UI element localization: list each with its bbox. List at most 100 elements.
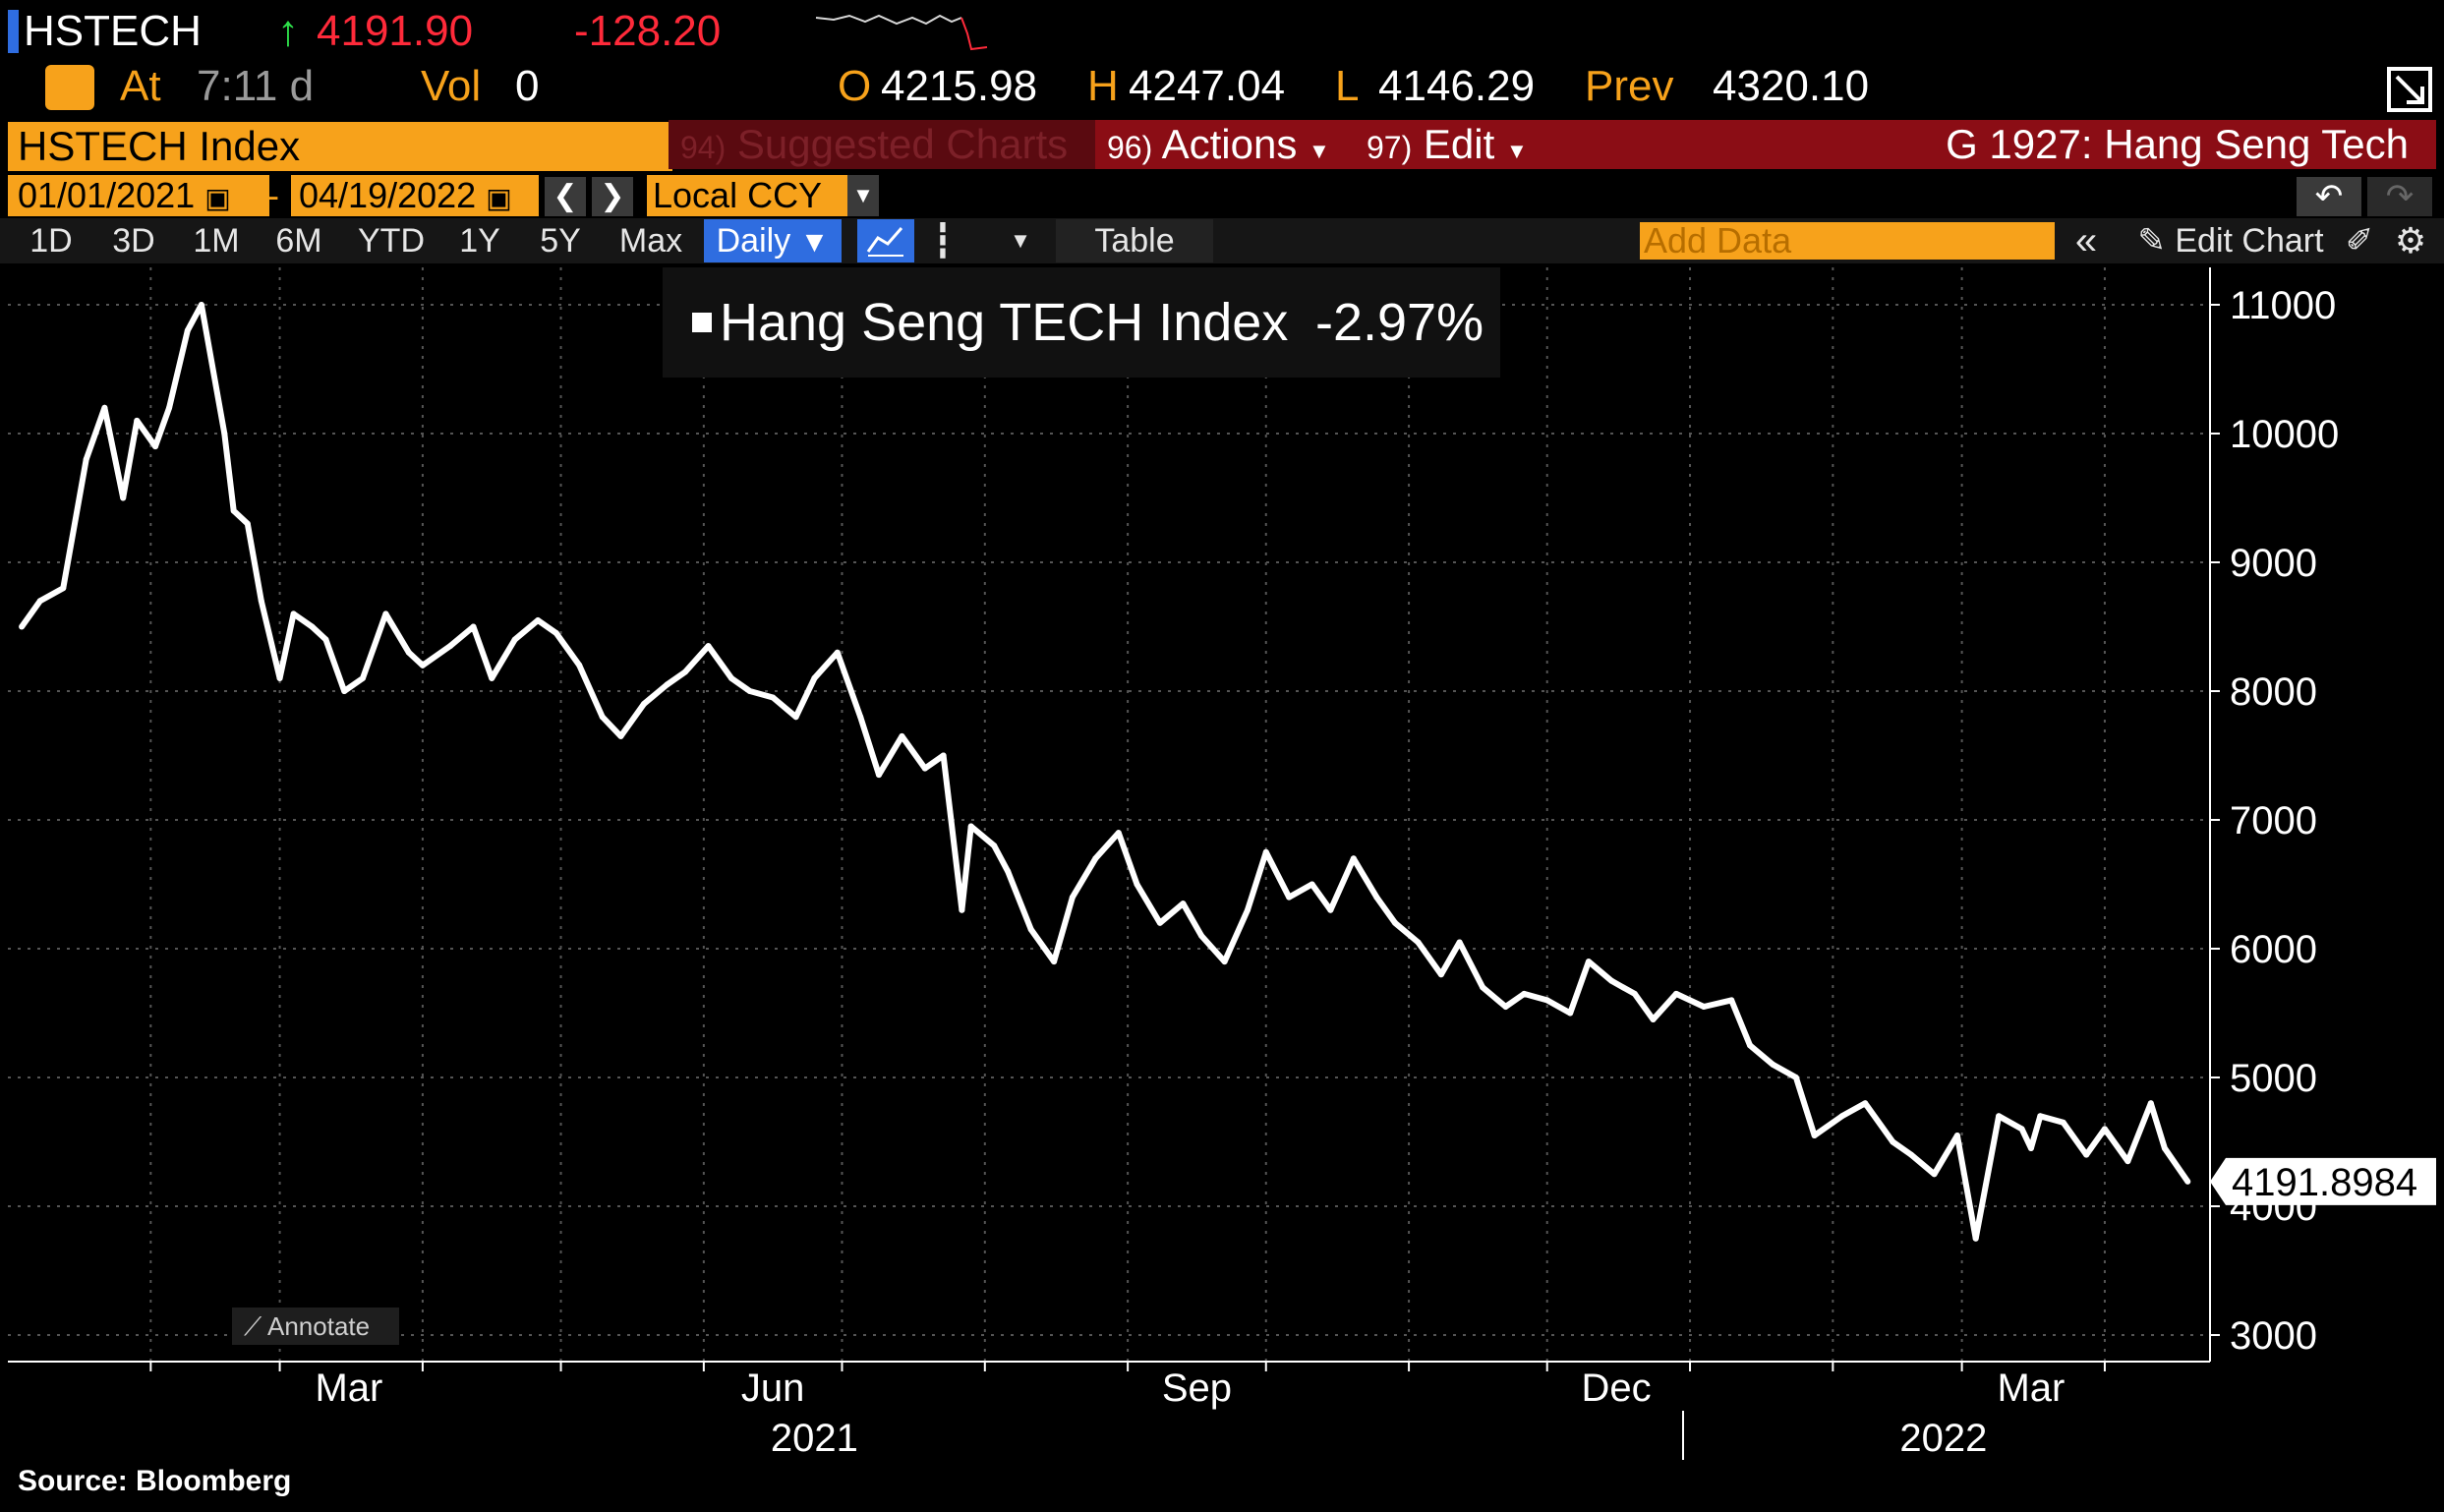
chart-legend[interactable]: Hang Seng TECH Index -2.97% xyxy=(663,267,1500,378)
bar-chart-type-button[interactable]: ┇ xyxy=(918,219,967,262)
data-point xyxy=(617,732,624,739)
calendar-icon[interactable]: ▣ xyxy=(486,183,512,213)
data-point xyxy=(309,623,316,630)
data-point xyxy=(198,302,204,308)
last-value-text: 4191.8984 xyxy=(2232,1161,2417,1204)
data-point xyxy=(244,520,251,527)
annotate-button[interactable]: ⟋ Annotate xyxy=(232,1308,399,1345)
add-data-input[interactable]: Add Data xyxy=(1640,222,2055,260)
period-1d[interactable]: 1D xyxy=(29,222,73,260)
edit-chart-button[interactable]: ✎ Edit Chart xyxy=(2124,219,2338,262)
data-point xyxy=(1480,984,1486,991)
data-point xyxy=(1890,1138,1896,1145)
period-ytd[interactable]: YTD xyxy=(358,222,425,260)
suggested-charts-button[interactable]: 94) Suggested Charts xyxy=(669,120,1101,169)
chart-type-dropdown[interactable]: ▼ xyxy=(1010,228,1031,253)
data-point xyxy=(1770,1061,1776,1068)
table-button[interactable]: Table xyxy=(1056,219,1213,262)
data-point xyxy=(322,636,329,643)
annotate-label: Annotate xyxy=(267,1311,371,1341)
data-point xyxy=(341,688,348,694)
prev-label: Prev xyxy=(1585,62,1674,110)
undo-button[interactable]: ↶ xyxy=(2297,177,2361,216)
data-point xyxy=(1051,959,1058,965)
data-point xyxy=(875,772,882,779)
data-point xyxy=(166,404,173,411)
frequency-value: Daily xyxy=(716,222,791,260)
currency-select[interactable]: Local CCY xyxy=(647,175,875,216)
data-point xyxy=(1931,1171,1938,1178)
data-point xyxy=(36,598,43,605)
actions-menu[interactable]: 96) Actions ▼ xyxy=(1095,120,1361,169)
currency-dropdown-icon[interactable]: ▼ xyxy=(847,175,879,216)
data-point xyxy=(940,752,947,759)
y-tick-label: 6000 xyxy=(2230,928,2317,971)
data-point xyxy=(1862,1100,1869,1107)
data-point xyxy=(1672,990,1679,997)
data-point xyxy=(834,649,841,656)
low-label: L xyxy=(1335,62,1360,110)
date-separator: - xyxy=(267,175,279,215)
data-point xyxy=(2018,1126,2025,1133)
data-point xyxy=(1392,919,1399,926)
realtime-status-icon xyxy=(45,65,94,110)
chevron-down-icon: ▼ xyxy=(799,226,830,259)
chart-title-bar: G 1927: Hang Seng Tech xyxy=(1551,120,2436,169)
chart-title: G 1927: Hang Seng Tech xyxy=(1946,121,2409,167)
data-point xyxy=(705,643,712,650)
data-point xyxy=(1286,894,1293,901)
data-point xyxy=(1456,939,1463,946)
x-tick-label: Dec xyxy=(1581,1367,1651,1410)
collapse-icon[interactable]: « xyxy=(2074,219,2098,262)
data-point xyxy=(599,714,606,721)
series-line-hang-seng-tech xyxy=(19,302,2190,1242)
open-value: 4215.98 xyxy=(881,62,1038,110)
end-date-field[interactable]: 04/19/2022 ▣ xyxy=(291,175,539,216)
calendar-icon[interactable]: ▣ xyxy=(204,183,231,213)
frequency-select[interactable]: Daily ▼ xyxy=(704,219,842,262)
data-point xyxy=(1156,919,1163,926)
data-point xyxy=(1005,868,1012,875)
high-value: 4247.04 xyxy=(1129,62,1286,110)
line-chart-type-button[interactable] xyxy=(857,219,914,262)
data-point xyxy=(1728,997,1735,1004)
up-arrow-icon: ↑ xyxy=(277,7,299,55)
x-tick-label: Sep xyxy=(1162,1367,1232,1410)
data-point xyxy=(1327,906,1334,913)
last-price: 4191.90 xyxy=(317,7,474,55)
data-point xyxy=(359,674,366,681)
popout-icon[interactable] xyxy=(2385,65,2434,114)
data-point xyxy=(1746,1042,1753,1049)
y-tick-label: 8000 xyxy=(2230,670,2317,714)
data-point xyxy=(921,765,928,772)
data-point xyxy=(1650,1017,1657,1023)
data-point xyxy=(811,674,818,681)
data-point xyxy=(470,623,477,630)
data-point xyxy=(382,611,389,617)
next-period-button[interactable]: ❯ xyxy=(592,177,633,216)
data-point xyxy=(899,732,905,739)
x-tick-label: Mar xyxy=(315,1367,382,1410)
actions-label: Actions xyxy=(1161,121,1298,167)
period-6m[interactable]: 6M xyxy=(275,222,322,260)
redo-button[interactable]: ↷ xyxy=(2367,177,2432,216)
data-point xyxy=(1838,1113,1845,1120)
period-3d[interactable]: 3D xyxy=(112,222,155,260)
data-point xyxy=(1608,977,1615,984)
period-1m[interactable]: 1M xyxy=(193,222,240,260)
period-1y[interactable]: 1Y xyxy=(459,222,500,260)
legend-series-name: Hang Seng TECH Index xyxy=(720,293,1289,352)
gear-icon[interactable]: ⚙ xyxy=(2394,220,2427,261)
start-date-field[interactable]: 01/01/2021 ▣ xyxy=(8,175,269,216)
data-point xyxy=(664,681,670,688)
period-max[interactable]: Max xyxy=(618,222,683,260)
data-point xyxy=(134,417,141,424)
chart-edit-tool-icon[interactable]: ✐ xyxy=(2345,222,2374,260)
security-field[interactable]: HSTECH Index xyxy=(8,122,672,171)
period-5y[interactable]: 5Y xyxy=(540,222,581,260)
previous-period-button[interactable]: ❮ xyxy=(545,177,586,216)
pencil-icon: ⟋ xyxy=(244,1311,262,1341)
edit-menu[interactable]: 97) Edit ▼ xyxy=(1355,120,1555,169)
